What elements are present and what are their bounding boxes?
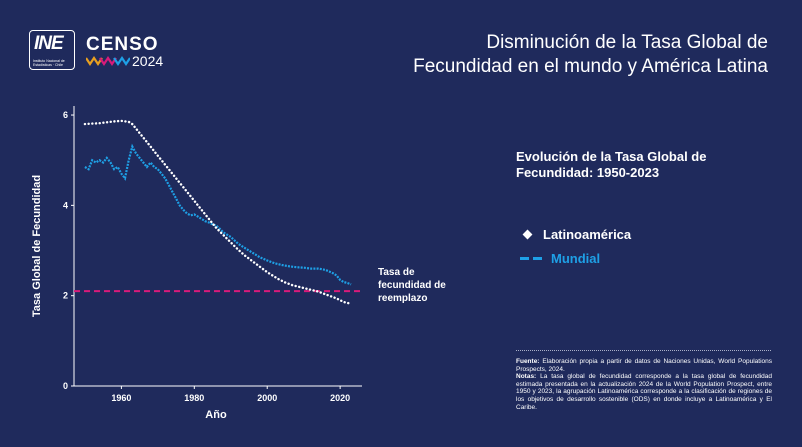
series-mundial-line [84, 143, 352, 286]
notes-text: La tasa global de fecundidad corresponde… [516, 373, 772, 411]
source-label: Fuente: [516, 358, 540, 365]
legend-mundial-label: Mundial [551, 251, 601, 266]
series-latam [83, 119, 353, 305]
chart-subtitle: Evolución de la Tasa Global de Fecundida… [516, 149, 746, 181]
legend-mundial: Mundial [520, 251, 600, 266]
replacement-rate-label-line: fecundidad de [378, 280, 446, 291]
legend-latam-label: Latinoamérica [543, 227, 632, 242]
replacement-rate-label: Tasa de fecundidad de reemplazo [378, 267, 446, 304]
series-mundial [84, 143, 352, 286]
source-text: Elaboración propia a partir de datos de … [516, 358, 772, 373]
series-latam-line [83, 119, 353, 305]
dashed-line-icon [520, 257, 542, 260]
ine-logo-text: INE [34, 33, 64, 54]
page-title-line-1: Disminución de la Tasa Global de [486, 32, 768, 53]
x-tick-label: 2000 [257, 393, 277, 403]
notes-divider [516, 350, 771, 351]
y-tick-label: 4 [63, 200, 68, 210]
censo-zigzag-icon [86, 56, 130, 66]
legend-latam: Latinoamérica [520, 227, 631, 242]
censo-logo-year: 2024 [132, 53, 164, 69]
y-tick-label: 6 [63, 110, 68, 120]
censo-logo: CENSO 2024 [86, 35, 163, 68]
chart-subtitle-line-2: Fecundidad: 1950-2023 [516, 165, 660, 180]
censo-logo-word: CENSO [86, 34, 159, 55]
page-title-line-2: Fecundidad en el mundo y América Latina [413, 56, 768, 77]
x-axis-title: Año [205, 409, 227, 421]
replacement-rate-label-line: reemplazo [378, 293, 427, 304]
chart-ticks: 0 2 4 6 1960 1980 2000 2020 [63, 110, 350, 403]
notes-block: Fuente: Elaboración propia a partir de d… [516, 358, 772, 411]
page-title: Disminución de la Tasa Global de Fecundi… [348, 31, 768, 79]
y-axis-title: Tasa Global de Fecundidad [31, 175, 43, 317]
y-tick-label: 0 [63, 381, 68, 391]
x-tick-label: 1960 [111, 393, 131, 403]
ine-logo-subtext: Instituto Nacional de Estadísticas · Chi… [33, 59, 65, 67]
ine-logo: INE Instituto Nacional de Estadísticas ·… [29, 30, 75, 70]
y-tick-label: 2 [63, 291, 68, 301]
chart-axes [73, 106, 362, 387]
chart-subtitle-line-1: Evolución de la Tasa Global de [516, 149, 707, 164]
notes-label: Notas: [516, 373, 537, 381]
replacement-rate-label-line: Tasa de [378, 267, 415, 278]
x-tick-label: 1980 [184, 393, 204, 403]
x-tick-label: 2020 [330, 393, 350, 403]
